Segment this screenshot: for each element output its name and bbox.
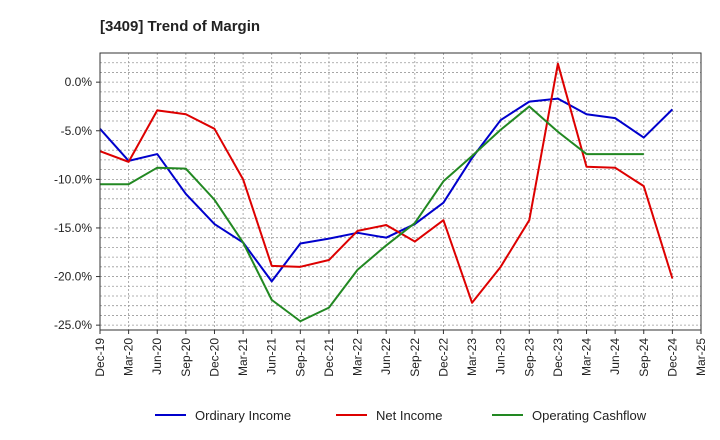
x-tick-label: Sep-20 — [179, 338, 193, 377]
y-tick-label: 0.0% — [65, 75, 93, 89]
x-tick-label: Dec-19 — [93, 338, 107, 377]
x-tick-label: Mar-23 — [465, 338, 479, 376]
x-axis-ticks: Dec-19 Mar-20 Jun-20 Sep-20 Dec-20 Mar-21 Jun-… — [93, 330, 708, 377]
x-tick-label: Sep-22 — [408, 338, 422, 377]
y-axis-ticks: 0.0% -5.0% -10.0% -15.0% -20.0% -25.0% — [54, 75, 100, 332]
x-tick-label: Mar-21 — [236, 338, 250, 376]
x-tick-label: Sep-23 — [522, 338, 536, 377]
plot-area — [100, 53, 701, 330]
legend: Ordinary Income Net Income Operating Cashf… — [155, 408, 647, 423]
legend-label-operating-cashflow: Operating Cashflow — [532, 408, 647, 423]
x-tick-label: Jun-20 — [150, 338, 164, 375]
series-line-operating-cashflow — [100, 105, 644, 323]
x-tick-label: Dec-22 — [436, 338, 450, 377]
x-tick-label: Jun-24 — [608, 338, 622, 375]
y-tick-label: -25.0% — [54, 318, 92, 332]
y-tick-label: -10.0% — [54, 172, 92, 186]
plot-border — [99, 52, 702, 331]
x-tick-label: Mar-24 — [580, 338, 594, 376]
x-tick-label: Dec-24 — [665, 338, 679, 377]
x-tick-label: Mar-22 — [351, 338, 365, 376]
legend-label-ordinary-income: Ordinary Income — [195, 408, 291, 423]
chart-title: [3409] Trend of Margin — [100, 18, 260, 35]
plot-background — [100, 53, 701, 330]
plot-frame — [99, 52, 702, 331]
series-line-net-income — [99, 62, 674, 304]
x-tick-label: Mar-25 — [694, 338, 708, 376]
x-tick-label: Dec-21 — [322, 338, 336, 377]
series-line-ordinary-income — [99, 97, 674, 283]
y-tick-label: -5.0% — [61, 124, 93, 138]
x-tick-label: Dec-23 — [551, 338, 565, 377]
x-tick-label: Sep-21 — [293, 338, 307, 377]
y-tick-label: -15.0% — [54, 221, 92, 235]
x-tick-label: Jun-23 — [494, 338, 508, 375]
x-tick-label: Dec-20 — [207, 338, 221, 377]
series-lines — [99, 62, 674, 323]
x-tick-label: Mar-20 — [122, 338, 136, 376]
x-tick-label: Sep-24 — [637, 338, 651, 377]
legend-label-net-income: Net Income — [376, 408, 442, 423]
y-tick-label: -20.0% — [54, 270, 92, 284]
x-tick-label: Jun-22 — [379, 338, 393, 375]
x-tick-label: Jun-21 — [265, 338, 279, 375]
